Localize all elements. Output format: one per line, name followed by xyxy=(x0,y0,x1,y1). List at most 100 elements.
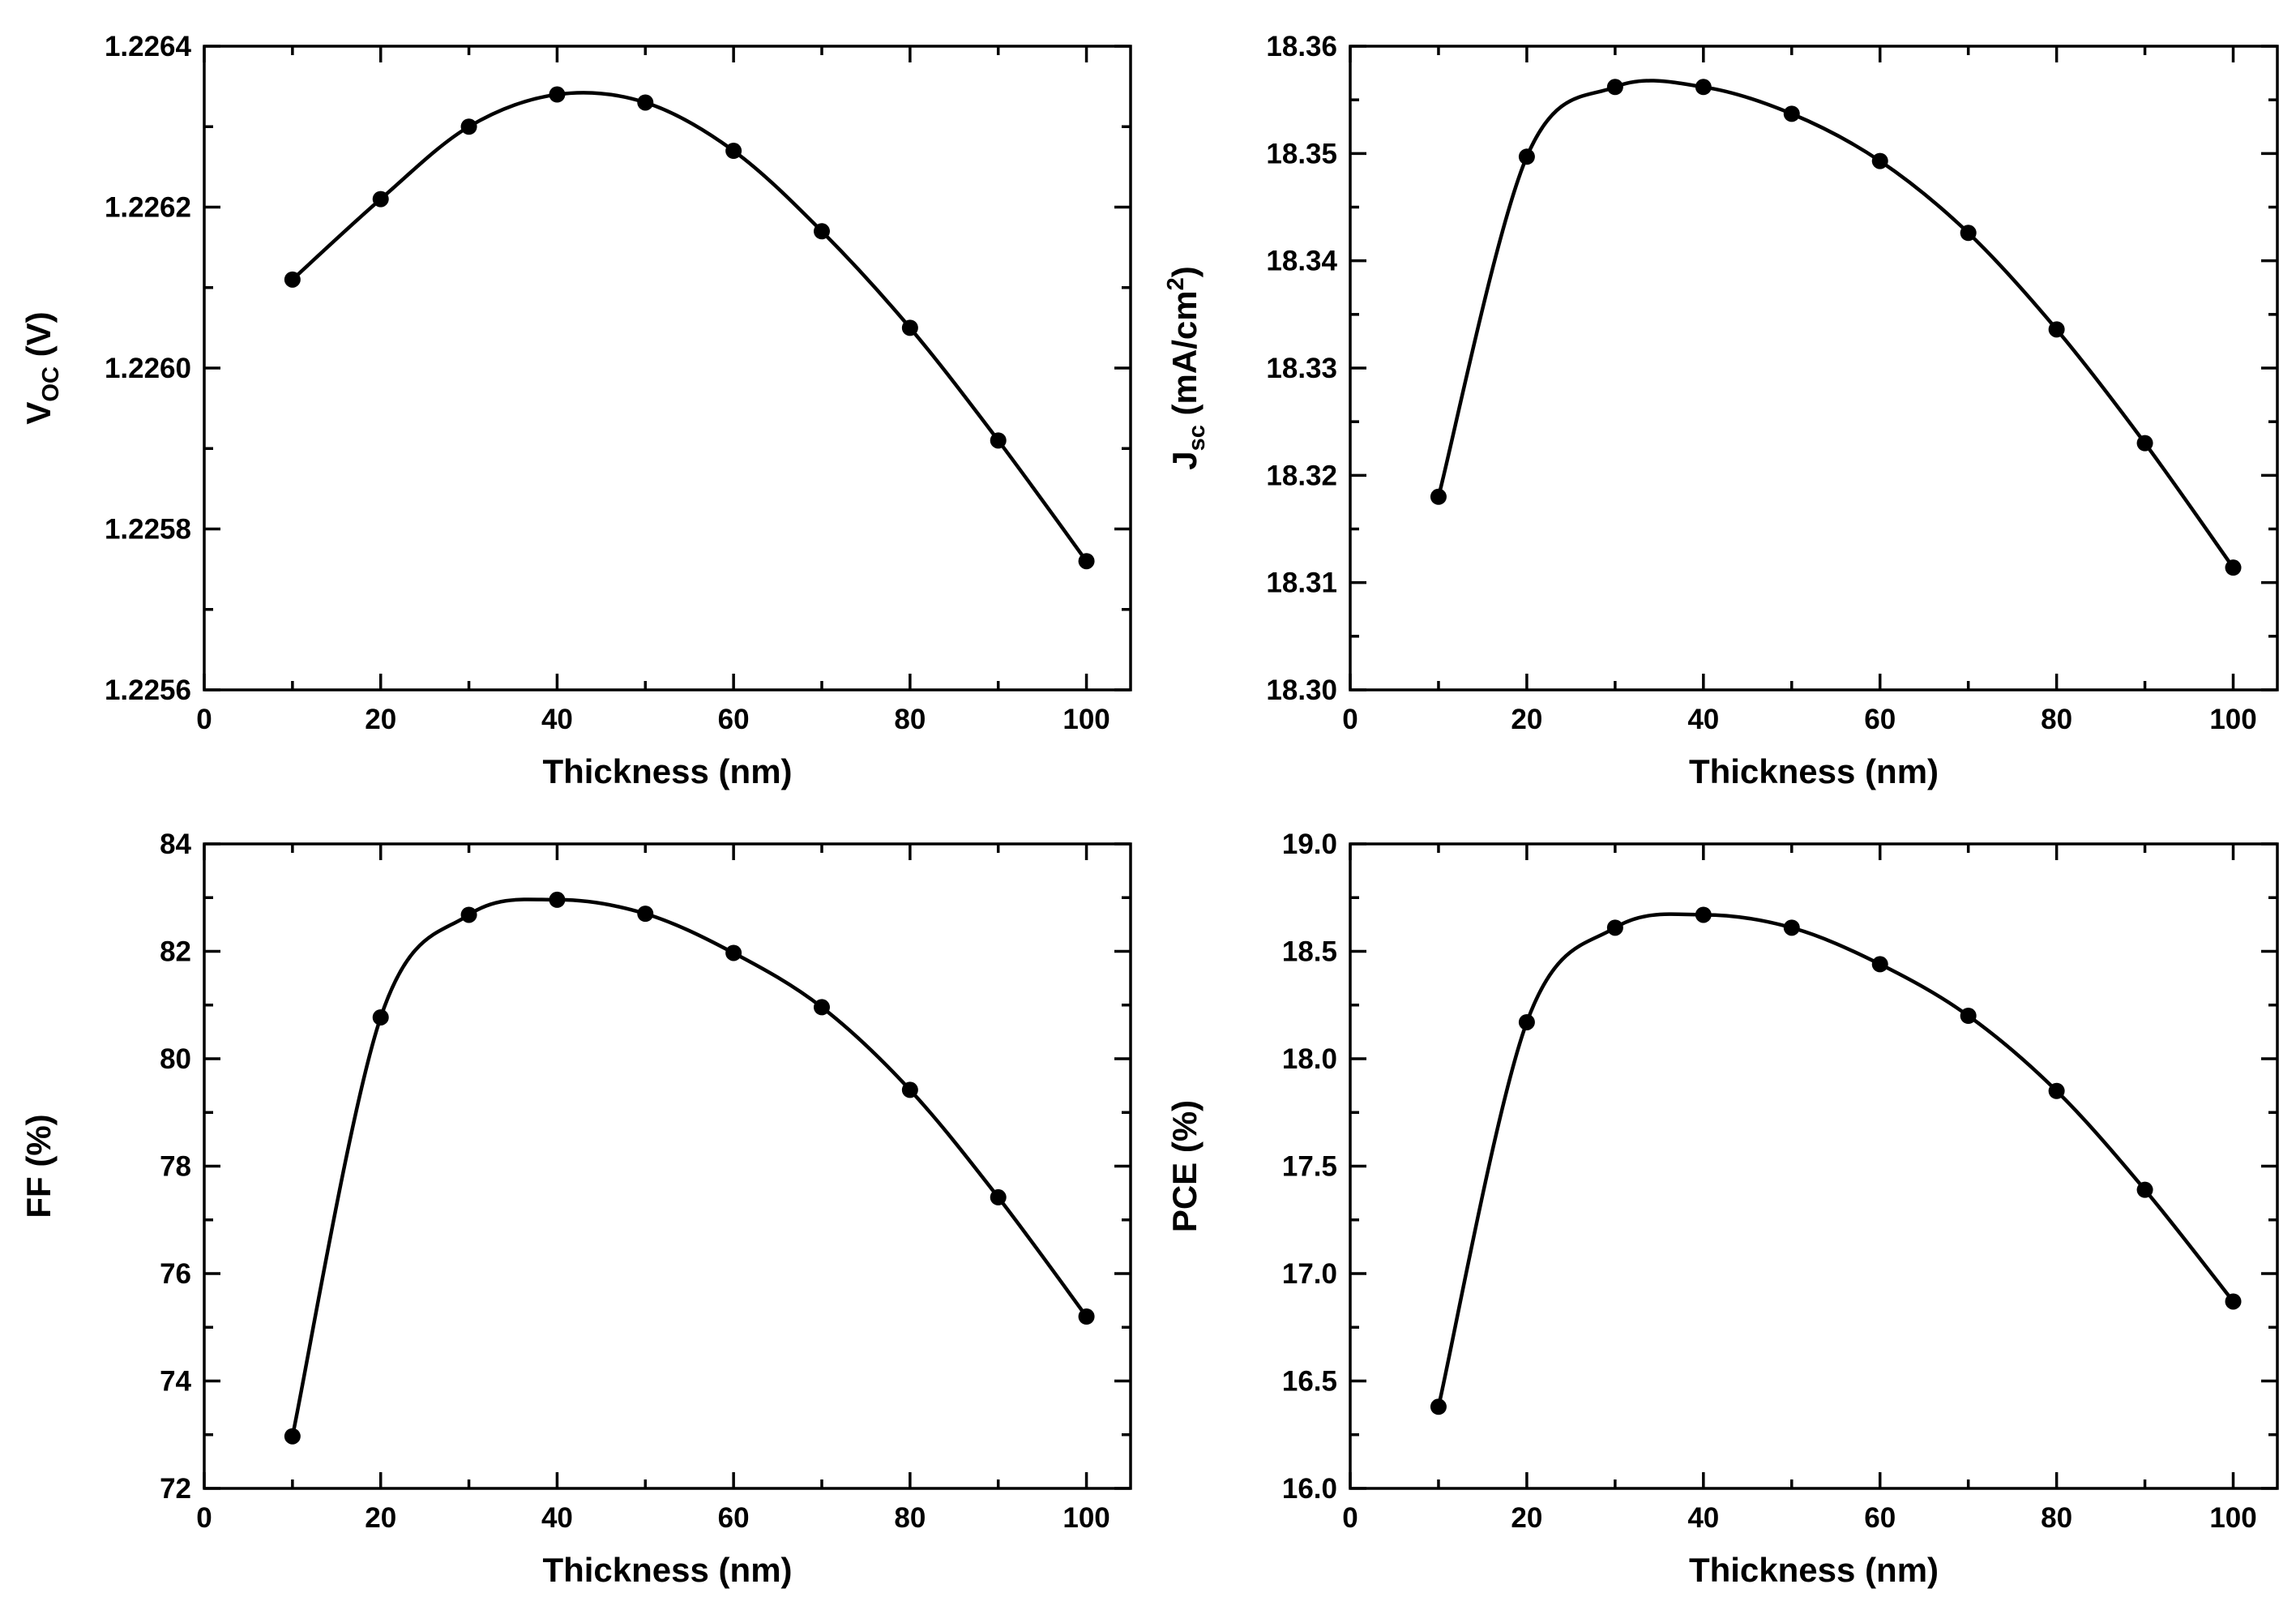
y-tick-label: 18.33 xyxy=(1266,353,1337,384)
x-axis-title: Thickness (nm) xyxy=(542,752,792,790)
data-point xyxy=(1430,488,1447,505)
data-point xyxy=(725,944,742,961)
y-tick-label: 84 xyxy=(160,829,191,860)
chart-panel-ff: 0 20 40 60 80 100 72 74 76 78 80 82 84 Thickness (nm)… xyxy=(19,829,1132,1589)
x-tick-label: 20 xyxy=(365,1502,396,1534)
x-tick-label: 100 xyxy=(1062,704,1110,735)
x-tick-label: 0 xyxy=(196,704,212,735)
x-axis-title: Thickness (nm) xyxy=(1689,752,1939,790)
y-tick-label: 1.2260 xyxy=(105,353,191,384)
y-tick-label: 18.31 xyxy=(1266,567,1337,599)
y-tick-label: 78 xyxy=(160,1151,191,1183)
data-point xyxy=(2136,1181,2153,1198)
y-tick-label: 74 xyxy=(160,1366,191,1398)
data-point xyxy=(901,1081,918,1098)
data-point xyxy=(637,906,654,923)
data-point xyxy=(1871,956,1888,973)
y-tick-label: 18.32 xyxy=(1266,460,1337,491)
chart-panel-pce: 0 20 40 60 80 100 16.0 16.5 17.0 17.5 18.0 18.5 19.0… xyxy=(1165,829,2279,1589)
data-point xyxy=(2048,321,2065,338)
data-point xyxy=(460,906,477,923)
x-tick-label: 60 xyxy=(1864,1502,1896,1534)
data-point xyxy=(1695,79,1712,96)
y-tick-label: 18.36 xyxy=(1266,31,1337,62)
y-axis-title: Jsc (mA/cm2) xyxy=(1163,266,1210,469)
data-point xyxy=(372,191,389,208)
y-axis-title: VOC (V) xyxy=(19,311,64,424)
y-axis-title-pre_sup: (mA/cm xyxy=(1165,290,1204,425)
y-tick-label: 1.2256 xyxy=(105,674,191,706)
x-tick-label: 40 xyxy=(541,704,573,735)
data-point xyxy=(725,143,742,160)
plot-frame xyxy=(203,45,1132,692)
data-point xyxy=(372,1008,389,1026)
x-tick-label: 100 xyxy=(2209,1502,2256,1534)
y-tick-label: 1.2262 xyxy=(105,192,191,224)
y-tick-label: 18.0 xyxy=(1282,1043,1337,1075)
x-tick-label: 40 xyxy=(541,1502,573,1534)
y-axis-title-rest: (V) xyxy=(19,311,58,366)
x-axis-title: Thickness (nm) xyxy=(542,1551,792,1589)
y-tick-label: 18.34 xyxy=(1266,246,1337,277)
data-point xyxy=(1606,919,1623,936)
data-point xyxy=(1783,919,1800,936)
x-tick-label: 60 xyxy=(718,704,750,735)
y-tick-label: 80 xyxy=(160,1043,191,1075)
data-point xyxy=(990,432,1007,449)
y-tick-label: 72 xyxy=(160,1473,191,1505)
data-point xyxy=(1518,1013,1535,1030)
data-point xyxy=(814,999,830,1016)
data-point xyxy=(1695,906,1712,923)
y-axis-title-main: FF (%) xyxy=(19,1114,58,1218)
series-line xyxy=(1436,79,2235,569)
data-point xyxy=(460,118,477,135)
y-tick-label: 82 xyxy=(160,936,191,968)
x-tick-label: 0 xyxy=(1342,1502,1358,1534)
y-tick-label: 17.5 xyxy=(1282,1151,1337,1183)
y-axis-title-sub: sc xyxy=(1184,425,1210,451)
chart-panel-voc: 0 20 40 60 80 100 1.2256 1.2258 1.2260 1.2262 1.22… xyxy=(19,31,1132,790)
y-axis-title-sup: 2 xyxy=(1163,277,1189,290)
y-tick-label: 1.2264 xyxy=(105,31,192,62)
x-tick-label: 60 xyxy=(1864,704,1896,735)
y-tick-label: 18.35 xyxy=(1266,138,1337,169)
y-tick-label: 76 xyxy=(160,1258,191,1290)
data-point xyxy=(549,891,566,908)
data-point xyxy=(2048,1082,2065,1099)
y-axis-title-sub: OC xyxy=(38,366,64,402)
x-tick-label: 0 xyxy=(196,1502,212,1534)
data-point xyxy=(1960,1008,1977,1024)
y-axis-title: FF (%) xyxy=(19,1114,58,1218)
data-point xyxy=(284,271,301,288)
data-point xyxy=(1078,1308,1095,1325)
data-point xyxy=(1960,225,1977,242)
x-tick-label: 60 xyxy=(718,1502,750,1534)
data-point xyxy=(814,223,830,240)
data-point xyxy=(2225,1293,2242,1310)
data-point xyxy=(1783,105,1800,122)
x-tick-label: 0 xyxy=(1342,704,1358,735)
y-axis-title-main: V xyxy=(19,402,58,425)
data-point xyxy=(549,86,566,103)
x-tick-label: 20 xyxy=(365,704,396,735)
series-line xyxy=(1436,912,2235,1407)
series-line xyxy=(291,91,1088,563)
data-point xyxy=(1078,553,1095,570)
data-point xyxy=(1606,79,1623,96)
x-tick-label: 80 xyxy=(2041,1502,2072,1534)
data-point xyxy=(901,319,918,336)
x-tick-label: 100 xyxy=(2209,704,2256,735)
x-tick-label: 40 xyxy=(1687,1502,1719,1534)
y-tick-label: 18.30 xyxy=(1266,674,1337,706)
chart-panel-jsc: 0 20 40 60 80 100 18.30 18.31 18.32 18.33 18.34 18.… xyxy=(1163,31,2279,790)
data-point xyxy=(2225,559,2242,576)
y-tick-label: 1.2258 xyxy=(105,514,191,546)
x-tick-label: 80 xyxy=(894,704,926,735)
y-tick-label: 19.0 xyxy=(1282,829,1337,860)
data-point xyxy=(1518,148,1535,165)
y-tick-label: 18.5 xyxy=(1282,936,1337,968)
x-tick-label: 80 xyxy=(2041,704,2072,735)
series-line xyxy=(290,897,1088,1437)
x-axis-title: Thickness (nm) xyxy=(1689,1551,1939,1589)
